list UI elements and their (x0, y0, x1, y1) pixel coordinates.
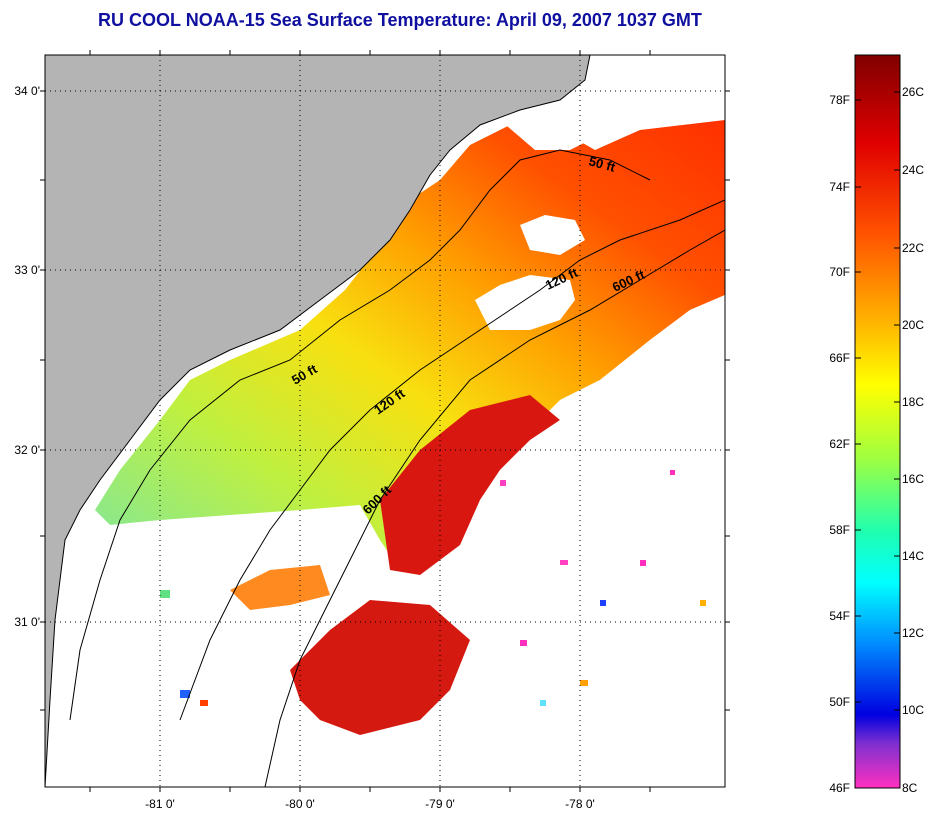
southern-warm-patch (290, 600, 470, 735)
colorbar-ticks (855, 91, 900, 711)
colorbar-label-c: 22C (902, 241, 924, 255)
lon-label: -80 0' (285, 797, 315, 811)
colorbar-label-f: 74F (829, 180, 850, 194)
colorbar-label-f: 78F (829, 93, 850, 107)
colorbar-label-c: 8C (902, 781, 918, 795)
colorbar-label-c: 18C (902, 395, 924, 409)
lon-label: -78 0' (565, 797, 595, 811)
gulf-stream-core (380, 395, 560, 575)
map-title: RU COOL NOAA-15 Sea Surface Temperature:… (98, 10, 702, 30)
colorbar-label-f: 54F (829, 609, 850, 623)
grid (45, 55, 725, 787)
contour-120ft (179, 199, 725, 721)
colorbar-label-f: 70F (829, 265, 850, 279)
colorbar-label-c: 14C (902, 549, 924, 563)
lon-label: -79 0' (425, 797, 455, 811)
colorbar-label-c: 26C (902, 85, 924, 99)
colorbar-label-f: 62F (829, 437, 850, 451)
lat-label: 34 0' (14, 84, 40, 98)
cloud-patch (520, 215, 585, 255)
offshore-cloud-field (470, 295, 725, 650)
colorbar-label-f: 66F (829, 351, 850, 365)
land-mass (45, 55, 590, 787)
coastline (45, 55, 591, 787)
colorbar-label-f: 50F (829, 695, 850, 709)
colorbar-label-c: 16C (902, 472, 924, 486)
lat-label: 32 0' (14, 443, 40, 457)
colorbar-label-c: 24C (902, 163, 924, 177)
lon-label: -81 0' (145, 797, 175, 811)
contour-50ft (69, 149, 651, 721)
axis-ticks (40, 50, 730, 792)
scattered-pixels (160, 470, 706, 706)
contour-label: 50 ft (587, 153, 617, 175)
map-frame (44, 54, 726, 788)
colorbar-label-c: 20C (902, 318, 924, 332)
lat-label: 33 0' (14, 263, 40, 277)
cloud-patch (500, 110, 600, 150)
colorbar-label-c: 10C (902, 703, 924, 717)
lat-label: 31 0' (14, 615, 40, 629)
colorbar (854, 54, 901, 789)
colorbar-label-c: 12C (902, 626, 924, 640)
colorbar-label-f: 58F (829, 523, 850, 537)
colorbar-label-f: 46F (829, 781, 850, 795)
southwest-cool-patch (230, 565, 330, 610)
